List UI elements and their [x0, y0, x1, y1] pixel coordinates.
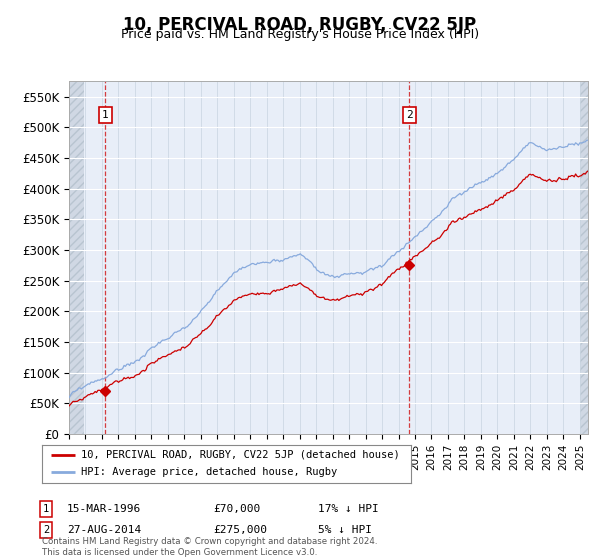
- 10, PERCIVAL ROAD, RUGBY, CV22 5JP (detached house): [386, 274, 394, 281]
- Text: 10, PERCIVAL ROAD, RUGBY, CV22 5JP: 10, PERCIVAL ROAD, RUGBY, CV22 5JP: [124, 16, 476, 34]
- Bar: [580, 81, 588, 434]
- Text: 2: 2: [43, 525, 49, 535]
- HPI: Average price, detached house, Rugby: (2.01e+03, 2.62e+05): Average price, detached house, Rugby: (2…: [352, 270, 359, 277]
- HPI: Average price, detached house, Rugby: (1.99e+03, 5.92e+04): Average price, detached house, Rugby: (1…: [65, 394, 73, 401]
- 10, PERCIVAL ROAD, RUGBY, CV22 5JP (detached house): [65, 403, 73, 409]
- 10, PERCIVAL ROAD, RUGBY, CV22 5JP (detached house): [565, 173, 572, 180]
- HPI: Average price, detached house, Rugby: (2e+03, 7.85e+04): Average price, detached house, Rugby: (2…: [82, 382, 89, 389]
- HPI: Average price, detached house, Rugby: (2.01e+03, 2.85e+05): Average price, detached house, Rugby: (2…: [386, 255, 394, 262]
- Text: 10, PERCIVAL ROAD, RUGBY, CV22 5JP (detached house): 10, PERCIVAL ROAD, RUGBY, CV22 5JP (deta…: [81, 450, 400, 460]
- HPI: Average price, detached house, Rugby: (2.02e+03, 4.67e+05): Average price, detached house, Rugby: (2…: [560, 144, 567, 151]
- 10, PERCIVAL ROAD, RUGBY, CV22 5JP (detached house): [352, 291, 359, 298]
- HPI: Average price, detached house, Rugby: (2.01e+03, 2.85e+05): Average price, detached house, Rugby: (2…: [271, 256, 278, 263]
- Bar: [69, 81, 84, 434]
- Text: 5% ↓ HPI: 5% ↓ HPI: [318, 525, 372, 535]
- Text: £70,000: £70,000: [213, 504, 260, 514]
- 10, PERCIVAL ROAD, RUGBY, CV22 5JP (detached house): [271, 287, 278, 293]
- Text: Price paid vs. HM Land Registry's House Price Index (HPI): Price paid vs. HM Land Registry's House …: [121, 28, 479, 41]
- Text: 15-MAR-1996: 15-MAR-1996: [67, 504, 142, 514]
- Line: HPI: Average price, detached house, Rugby: HPI: Average price, detached house, Rugb…: [69, 140, 588, 398]
- Text: 27-AUG-2014: 27-AUG-2014: [67, 525, 142, 535]
- 10, PERCIVAL ROAD, RUGBY, CV22 5JP (detached house): [584, 167, 592, 174]
- HPI: Average price, detached house, Rugby: (2.03e+03, 4.79e+05): Average price, detached house, Rugby: (2…: [584, 137, 592, 143]
- 10, PERCIVAL ROAD, RUGBY, CV22 5JP (detached house): [82, 394, 89, 400]
- Text: 17% ↓ HPI: 17% ↓ HPI: [318, 504, 379, 514]
- Line: 10, PERCIVAL ROAD, RUGBY, CV22 5JP (detached house): 10, PERCIVAL ROAD, RUGBY, CV22 5JP (deta…: [69, 171, 588, 406]
- HPI: Average price, detached house, Rugby: (2.02e+03, 4.73e+05): Average price, detached house, Rugby: (2…: [565, 141, 572, 147]
- Text: 1: 1: [43, 504, 49, 514]
- Text: £275,000: £275,000: [213, 525, 267, 535]
- Text: 1: 1: [102, 110, 109, 120]
- Text: HPI: Average price, detached house, Rugby: HPI: Average price, detached house, Rugb…: [81, 468, 337, 478]
- Text: Contains HM Land Registry data © Crown copyright and database right 2024.
This d: Contains HM Land Registry data © Crown c…: [42, 537, 377, 557]
- 10, PERCIVAL ROAD, RUGBY, CV22 5JP (detached house): [560, 176, 567, 183]
- Text: 2: 2: [406, 110, 413, 120]
